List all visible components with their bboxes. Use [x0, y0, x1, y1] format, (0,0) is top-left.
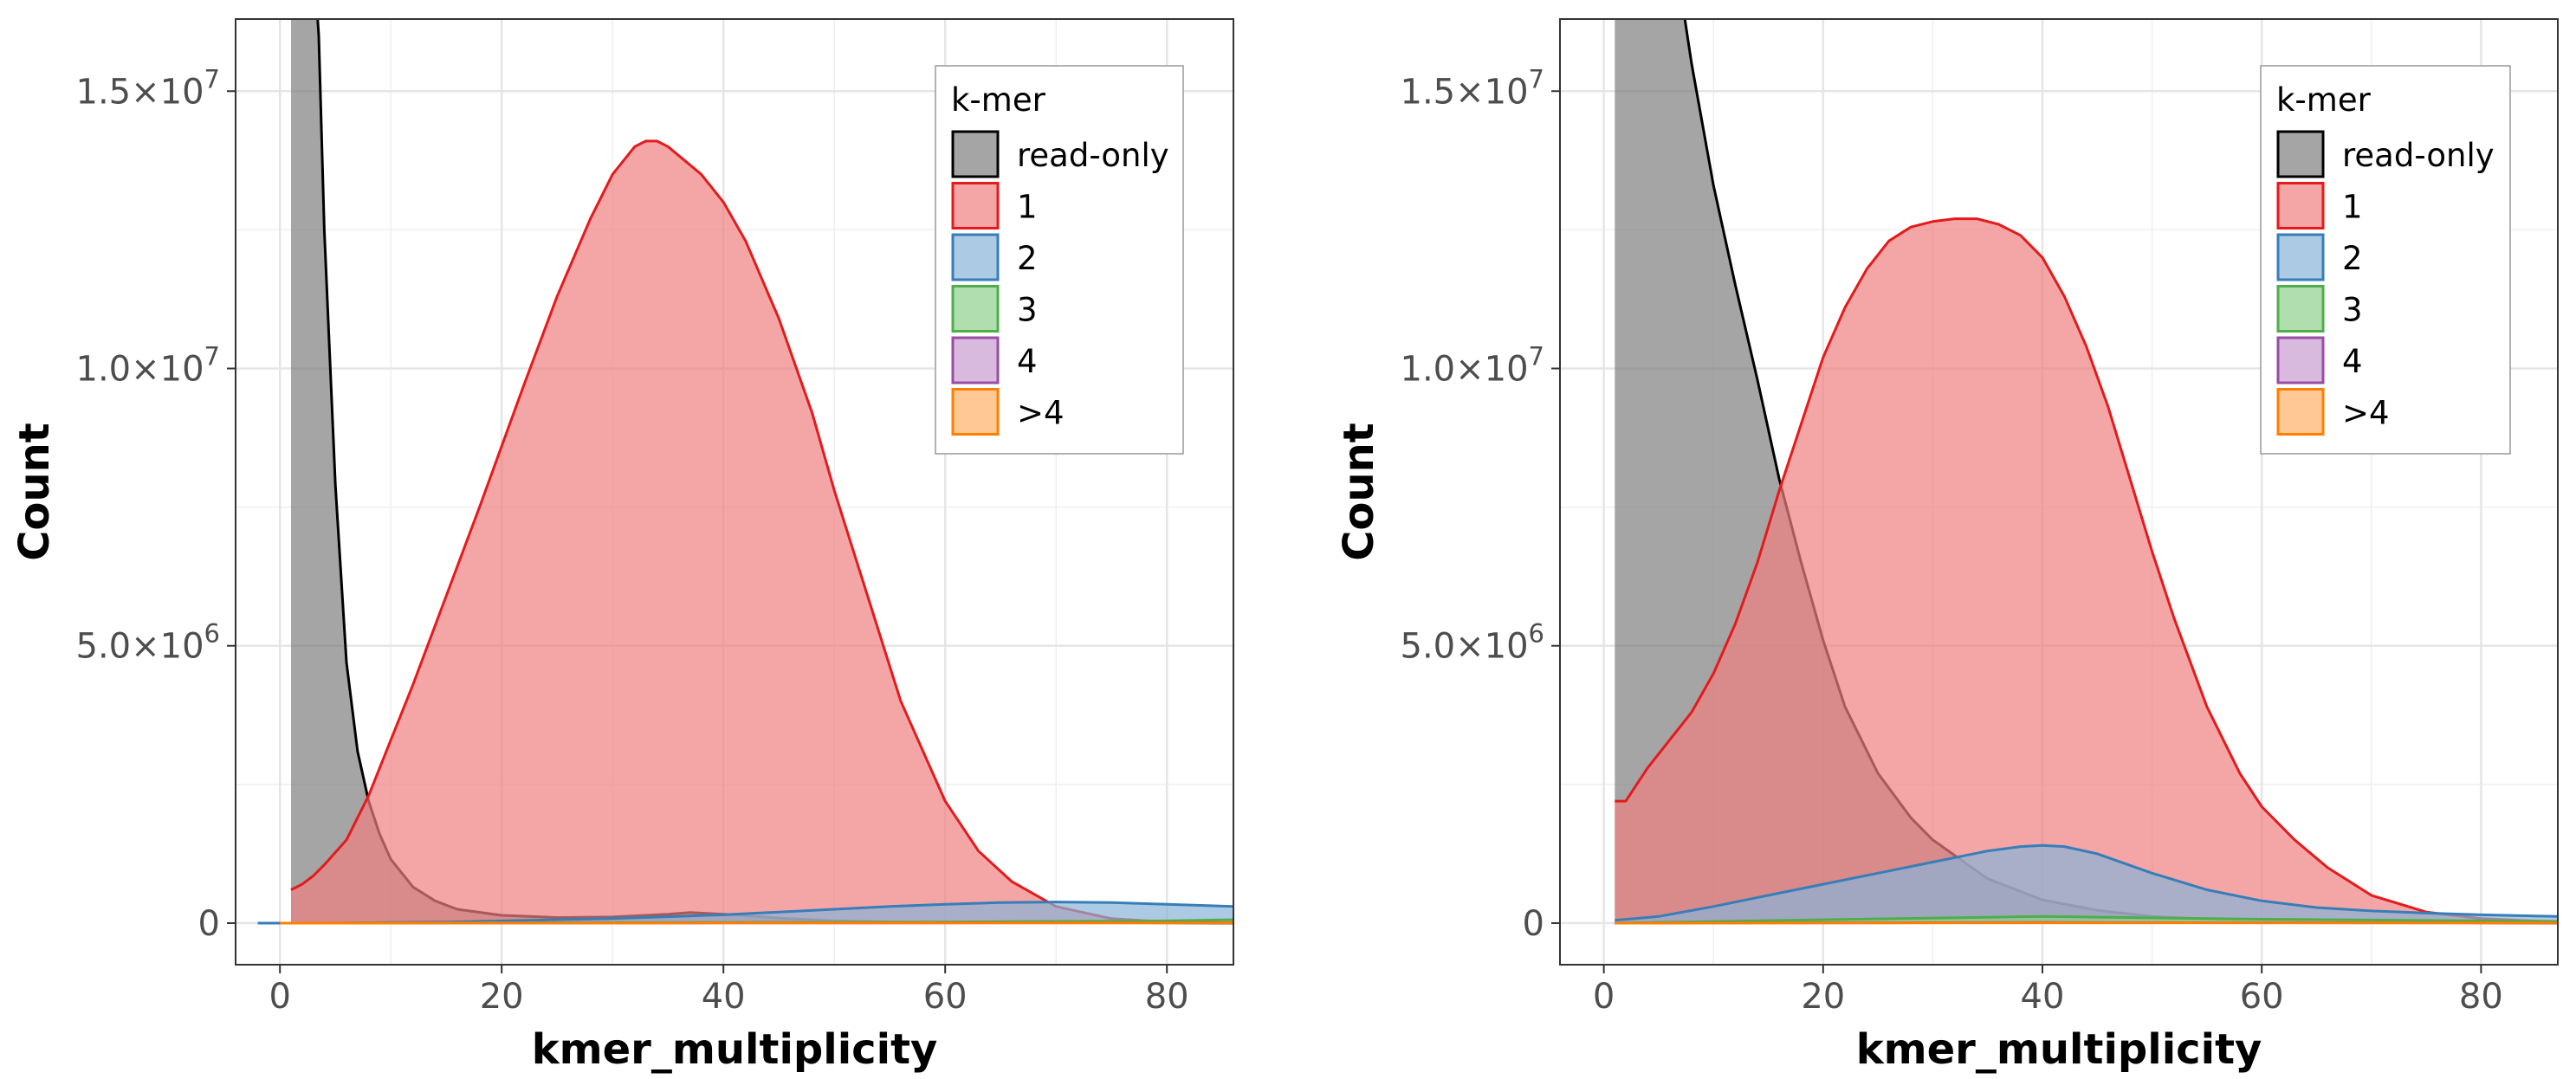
legend-title: k-mer [951, 81, 1046, 119]
legend-label: 2 [1017, 240, 1038, 277]
x-tick-label: 60 [923, 977, 968, 1017]
legend-key [951, 285, 1000, 333]
legend-label: 1 [1017, 189, 1038, 226]
series-group [257, 19, 1233, 925]
y-tick-label: 1.5×107 [1401, 64, 1544, 112]
legend-key [2276, 285, 2325, 333]
x-tick-label: 40 [2021, 977, 2065, 1017]
series-group [1615, 19, 2558, 925]
x-tick-label: 80 [1145, 977, 1189, 1017]
y-tick-label: 1.0×107 [1401, 341, 1544, 389]
series-line-2 [1615, 843, 2558, 922]
y-tick-label: 0 [1523, 904, 1544, 944]
x-tick-label: 0 [269, 977, 290, 1017]
x-tick-label: 20 [480, 977, 524, 1017]
x-tick-label: 20 [1801, 977, 1845, 1017]
legend-label: read-only [2342, 137, 2495, 174]
y-tick-label: 1.5×107 [76, 64, 220, 112]
legend-label: 4 [2342, 343, 2363, 380]
legend: k-mer read-only 1 2 3 4 >4 [935, 65, 1184, 455]
legend-key [951, 336, 1000, 384]
legend-key [951, 182, 1000, 229]
legend-label: >4 [2342, 395, 2390, 432]
y-tick-label: 5.0×106 [76, 619, 220, 667]
legend-key [2276, 336, 2325, 384]
x-tick-label: 80 [2459, 977, 2503, 1017]
x-tick-label: 60 [2240, 977, 2284, 1017]
legend-key [951, 130, 1000, 178]
panel-1: 0 20 40 60 80 0 5.0×106 1.0×107 1.5×107 kmer_mult… [10, 18, 1234, 1074]
y-axis-title: Count [10, 423, 59, 561]
series-line-3 [1615, 914, 2558, 925]
legend-key [951, 233, 1000, 281]
series-area-2 [257, 901, 1233, 923]
plot-border [1559, 18, 2559, 966]
series-area-1 [291, 140, 1233, 923]
legend: k-mer read-only 1 2 3 4 >4 [2260, 65, 2511, 455]
legend-label: read-only [1017, 137, 1169, 174]
legend-key [2276, 388, 2325, 436]
legend-label: 3 [1017, 292, 1038, 329]
series-line-1 [1615, 217, 2558, 924]
legend-label: >4 [1017, 395, 1065, 432]
y-tick-label: 1.0×107 [76, 341, 220, 389]
y-tick-label: 5.0×106 [1401, 619, 1544, 667]
series-area-2 [1615, 845, 2558, 923]
legend-key [2276, 182, 2325, 229]
y-axis-title: Count [1335, 423, 1383, 561]
panel-2: 0 20 40 60 80 0 5.0×106 1.0×107 1.5×107 kmer_mult… [1335, 18, 2559, 1074]
legend-label: 3 [2342, 292, 2363, 329]
plot-border [235, 18, 1234, 966]
x-tick-label: 40 [702, 977, 746, 1017]
x-axis-title: kmer_multiplicity [532, 1025, 938, 1074]
x-tick-label: 0 [1593, 977, 1615, 1017]
y-tick-label: 0 [198, 904, 220, 944]
x-axis-title: kmer_multiplicity [1856, 1025, 2262, 1074]
legend-key [2276, 130, 2325, 178]
legend-label: 4 [1017, 343, 1038, 380]
legend-label: 2 [2342, 240, 2363, 277]
series-area-1 [1615, 218, 2558, 924]
series-line-1 [290, 139, 1233, 925]
legend-key [951, 388, 1000, 436]
legend-label: 1 [2342, 189, 2363, 226]
legend-key [2276, 233, 2325, 281]
legend-title: k-mer [2276, 81, 2372, 119]
